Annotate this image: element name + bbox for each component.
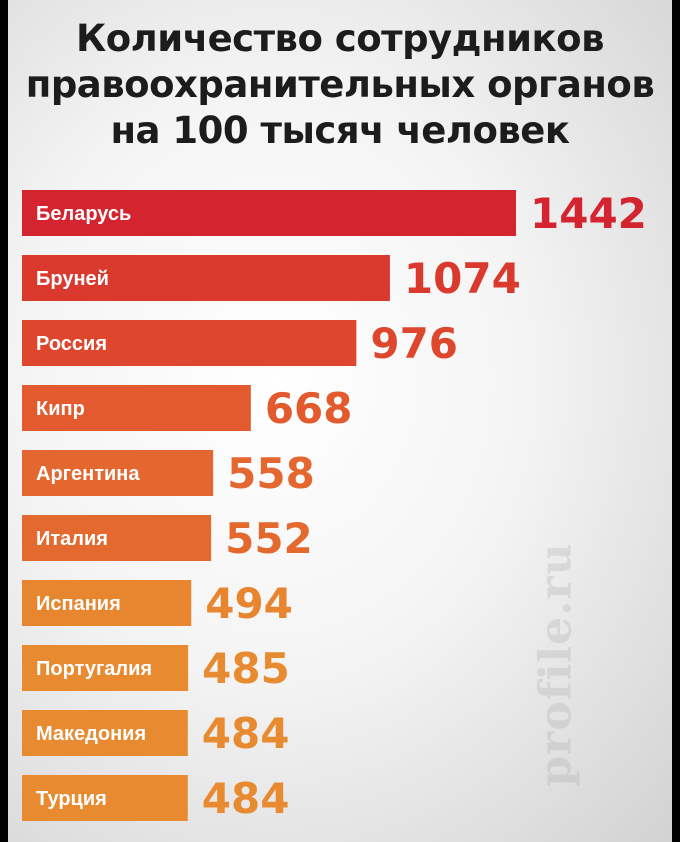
bar xyxy=(22,515,212,561)
bar xyxy=(22,580,192,626)
bar-category-label: Македония xyxy=(36,723,146,745)
bar-category-label: Россия xyxy=(36,333,107,355)
bar-group-3: Кипр 668 xyxy=(22,384,353,433)
bar xyxy=(22,775,188,821)
bar-group-0: Беларусь 1442 xyxy=(22,189,647,238)
chart-title: Количество сотрудников правоохранительны… xyxy=(8,16,672,154)
bar-group-4: Аргентина 558 xyxy=(22,449,315,498)
bar-chart: Беларусь 1442 Бруней 1074 Россия 976 Кипр 668 Ар… xyxy=(22,189,647,823)
bar-group-9: Турция 484 xyxy=(22,774,289,823)
bar-category-label: Беларусь xyxy=(36,203,131,225)
bar-category-label: Бруней xyxy=(36,268,109,290)
bar-value-label: 668 xyxy=(265,384,353,433)
bar-value-label: 494 xyxy=(205,579,293,628)
bar-group-7: Португалия 485 xyxy=(22,644,290,693)
bar-group-6: Испания 494 xyxy=(22,579,293,628)
title-line-3: на 100 тысяч человек xyxy=(110,109,570,152)
bar-category-label: Португалия xyxy=(36,658,152,680)
bar xyxy=(22,190,516,236)
bar-group-2: Россия 976 xyxy=(22,319,458,368)
bar-category-label: Италия xyxy=(36,528,108,550)
bar-value-label: 484 xyxy=(202,774,290,823)
title-line-1: Количество сотрудников xyxy=(76,17,605,60)
bar-group-1: Бруней 1074 xyxy=(22,254,521,303)
bar-value-label: 1074 xyxy=(404,254,521,303)
bar-value-label: 976 xyxy=(370,319,458,368)
bar-category-label: Аргентина xyxy=(36,463,140,485)
bar xyxy=(22,320,357,366)
infographic: Количество сотрудников правоохранительны… xyxy=(8,0,672,842)
bar-category-label: Кипр xyxy=(36,398,85,420)
bar-group-5: Италия 552 xyxy=(22,514,313,563)
bar-value-label: 484 xyxy=(202,709,290,758)
bar-value-label: 1442 xyxy=(530,189,647,238)
bar xyxy=(22,645,189,691)
bar xyxy=(22,385,251,431)
bar xyxy=(22,255,390,301)
bar-category-label: Испания xyxy=(36,593,121,615)
bar-value-label: 558 xyxy=(227,449,315,498)
bar xyxy=(22,450,214,496)
bar xyxy=(22,710,188,756)
bar-group-8: Македония 484 xyxy=(22,709,289,758)
title-line-2: правоохранительных органов xyxy=(25,63,655,106)
bar-value-label: 485 xyxy=(202,644,290,693)
bar-category-label: Турция xyxy=(36,788,107,810)
bar-value-label: 552 xyxy=(225,514,313,563)
